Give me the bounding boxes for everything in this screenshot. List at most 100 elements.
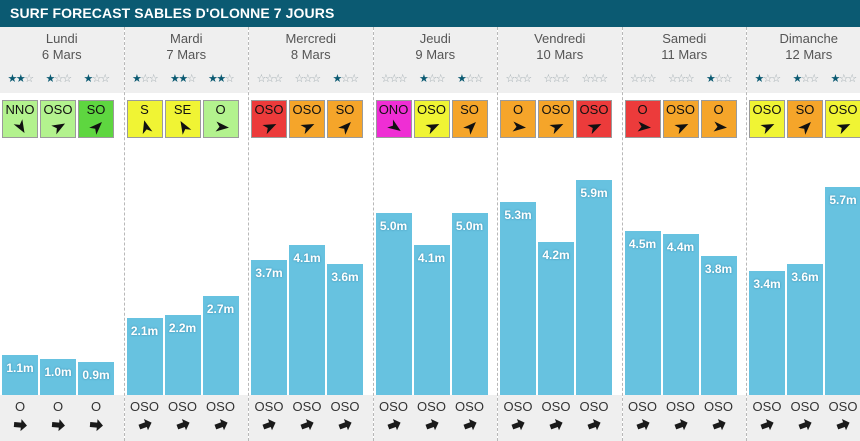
star-icon: ☆ xyxy=(505,73,515,85)
wind-arrow-icon xyxy=(338,122,351,135)
star-icon: ☆ xyxy=(722,73,733,85)
day-date: 9 Mars xyxy=(415,47,456,62)
wind-arrow-icon xyxy=(300,124,315,135)
star-icon: ★ xyxy=(207,73,218,85)
star-rating: ★☆☆ xyxy=(40,71,76,87)
wind-direction-label: OSO xyxy=(752,102,782,117)
star-rating: ★☆☆ xyxy=(825,71,860,87)
star-icon: ☆ xyxy=(667,73,678,85)
wave-height-bar xyxy=(126,318,163,395)
wave-height-label: 1.0m xyxy=(44,364,72,379)
swell-arrow xyxy=(462,418,478,437)
day-column: Vendredi 10 Mars 5.3m 4.2m 5.9m ☆☆☆ ☆☆☆ ☆☆☆ O OSO… xyxy=(498,27,623,441)
wind-row: O OSO OSO xyxy=(498,93,622,145)
swell-arrow-icon xyxy=(549,419,563,431)
day-header: Mardi 7 Mars xyxy=(124,27,248,67)
wind-badge: OSO xyxy=(251,100,287,138)
day-column: Dimanche 12 Mars 3.4m 3.6m 5.7m ★☆☆ ★☆☆ ★☆☆ OSO S… xyxy=(747,27,860,441)
star-icon: ☆ xyxy=(389,73,399,85)
day-date: 11 Mars xyxy=(661,47,708,62)
wind-badge: O xyxy=(500,100,536,138)
wind-direction-label: ONO xyxy=(378,102,409,117)
wave-height-label: 2.2m xyxy=(168,320,197,335)
wind-row: OSO SO OSO xyxy=(747,93,860,145)
wind-badge: O xyxy=(700,100,737,138)
swell-arrow xyxy=(510,418,526,437)
star-icon: ☆ xyxy=(24,73,34,85)
wave-height-label: 0.9m xyxy=(82,368,110,383)
wave-height-label: 2.7m xyxy=(206,302,235,317)
swell-direction-label: OSO xyxy=(168,399,197,414)
wave-height-bar xyxy=(40,358,76,395)
swell-arrow-icon xyxy=(587,419,601,431)
wind-arrow-icon xyxy=(637,121,651,132)
rating-row: ☆☆☆ ☆☆☆ ★☆☆ xyxy=(249,67,373,93)
day-column: Samedi 11 Mars 4.5m 4.4m 3.8m ☆☆☆ ☆☆☆ ★☆☆ O OSO O O… xyxy=(622,27,747,441)
swell-direction-row: OSO OSO OSO xyxy=(373,395,497,441)
wave-height-bar xyxy=(662,234,699,395)
star-icon: ★ xyxy=(15,73,26,85)
swell-direction-label: O xyxy=(90,399,102,414)
star-icon: ☆ xyxy=(62,73,72,85)
star-rating: ★★☆ xyxy=(2,71,38,87)
star-rating: ★☆☆ xyxy=(701,71,737,87)
wind-direction-label: OSO xyxy=(254,102,284,117)
wind-row: ONO OSO SO xyxy=(373,93,497,145)
wave-height-bar xyxy=(825,186,860,395)
star-icon: ★ xyxy=(705,73,716,85)
wind-badge: SE xyxy=(164,100,201,138)
day-name: Samedi xyxy=(662,31,707,46)
rating-row: ★★☆ ★☆☆ ★☆☆ xyxy=(0,67,124,93)
wave-height-label: 4.1m xyxy=(293,251,321,266)
star-rating: ☆☆☆ xyxy=(538,71,574,87)
star-icon: ★ xyxy=(754,73,764,85)
swell-direction-label: OSO xyxy=(292,399,322,414)
star-rating: ☆☆☆ xyxy=(500,71,536,87)
day-header: Dimanche 12 Mars xyxy=(747,27,860,67)
star-rating: ☆☆☆ xyxy=(576,71,612,87)
wind-arrow-icon xyxy=(512,121,526,132)
wave-height-label: 4.4m xyxy=(666,240,695,255)
wind-badge: NNO xyxy=(2,100,38,138)
star-icon: ☆ xyxy=(684,73,695,85)
swell-direction-label: OSO xyxy=(704,399,733,414)
wind-row: OSO OSO SO xyxy=(249,93,373,145)
swell-arrow-icon xyxy=(511,419,525,431)
wind-direction-label: SO xyxy=(335,102,355,117)
star-icon: ☆ xyxy=(838,73,849,85)
day-date: 6 Mars xyxy=(41,47,82,62)
swell-arrow-icon xyxy=(214,419,228,431)
wave-height-label: 4.2m xyxy=(542,247,570,262)
day-name: Vendredi xyxy=(534,31,586,46)
swell-arrow-icon xyxy=(13,419,27,432)
day-header: Lundi 6 Mars xyxy=(0,27,124,67)
wind-arrow-icon xyxy=(215,121,229,132)
wind-badge: OSO xyxy=(749,100,785,138)
wind-arrow-icon xyxy=(836,124,851,135)
swell-arrow-icon xyxy=(89,419,103,432)
swell-arrow xyxy=(175,418,191,437)
star-icon: ★ xyxy=(332,73,342,85)
star-rating: ☆☆☆ xyxy=(625,71,661,87)
swell-arrow-icon xyxy=(463,419,477,431)
wave-height-bar xyxy=(538,241,574,395)
star-icon: ☆ xyxy=(847,73,857,85)
day-name: Mercredi xyxy=(285,31,337,46)
swell-arrow xyxy=(759,418,775,437)
swell-arrow xyxy=(424,418,440,437)
swell-arrow xyxy=(711,418,727,437)
day-column: Mardi 7 Mars 2.1m 2.2m 2.7m ★☆☆ ★★☆ ★★☆ S SE O OSO O… xyxy=(124,27,249,441)
day-header: Mercredi 8 Mars xyxy=(249,27,373,67)
day-column: Mercredi 8 Mars 3.7m 4.1m 3.6m ☆☆☆ ☆☆☆ ★☆☆ OSO OS… xyxy=(249,27,374,441)
star-icon: ☆ xyxy=(427,73,437,85)
wave-height-bar xyxy=(289,245,325,395)
wind-row: O OSO O xyxy=(622,93,746,145)
wave-height-bar xyxy=(327,263,363,395)
wind-direction-label: O xyxy=(215,102,226,117)
wind-arrow-icon xyxy=(549,124,564,135)
wave-height-label: 5.0m xyxy=(455,218,484,233)
wind-arrow-icon xyxy=(262,124,277,135)
star-icon: ☆ xyxy=(380,73,391,85)
wind-badge: OSO xyxy=(576,100,612,138)
wind-badge: OSO xyxy=(40,100,76,138)
